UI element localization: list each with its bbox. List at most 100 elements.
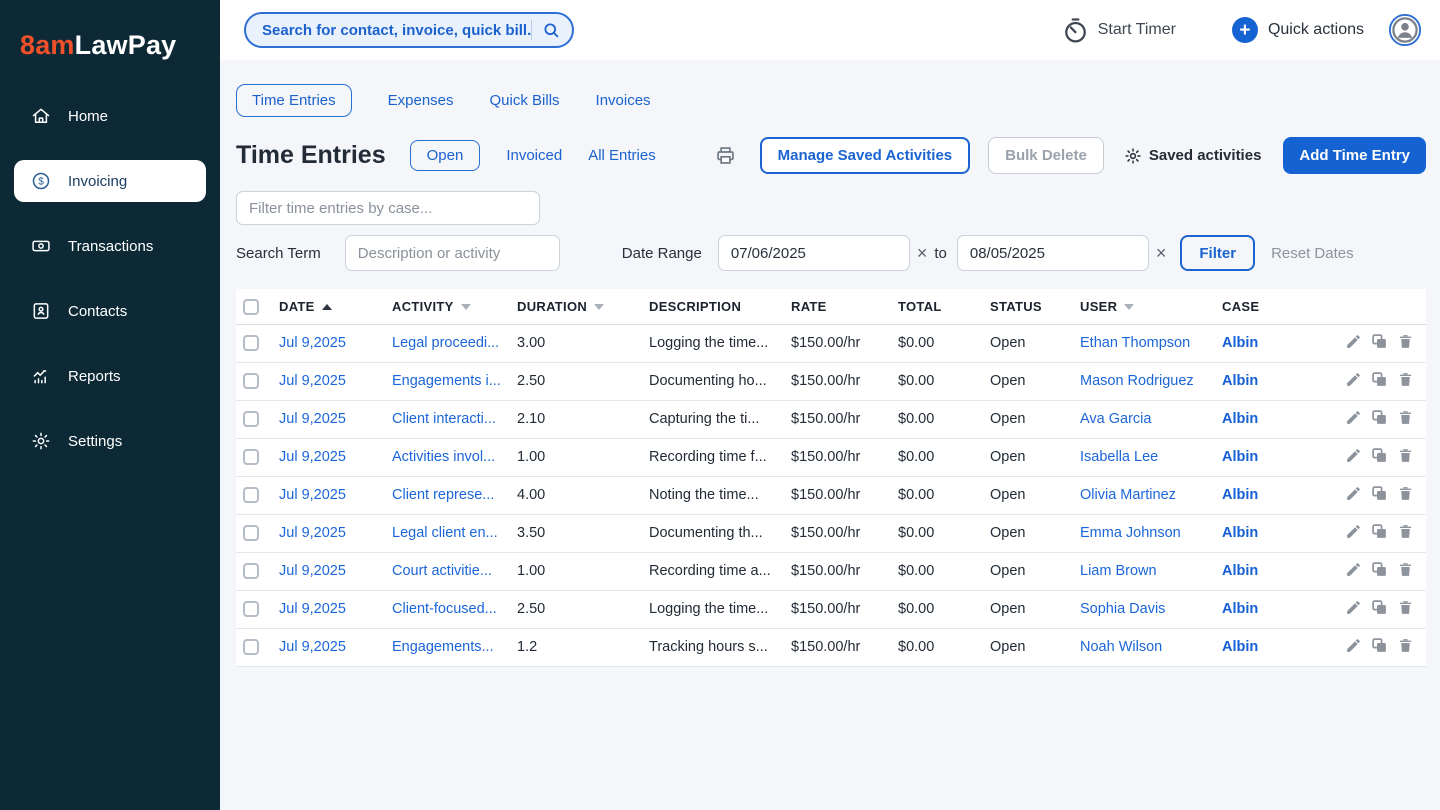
column-header-duration[interactable]: DURATION xyxy=(517,289,649,325)
sidebar-item-contacts[interactable]: Contacts xyxy=(14,290,206,332)
manage-saved-activities-button[interactable]: Manage Saved Activities xyxy=(759,137,971,174)
entry-date-link[interactable]: Jul 9,2025 xyxy=(279,639,346,655)
entry-activity-link[interactable]: Legal proceedi... xyxy=(392,335,500,351)
row-checkbox[interactable] xyxy=(243,601,259,618)
duplicate-icon[interactable] xyxy=(1371,409,1388,426)
view-filter-open[interactable]: Open xyxy=(409,140,481,171)
duplicate-icon[interactable] xyxy=(1371,561,1388,578)
filter-button[interactable]: Filter xyxy=(1180,235,1256,271)
column-header-user[interactable]: USER xyxy=(1080,289,1222,325)
duplicate-icon[interactable] xyxy=(1371,447,1388,464)
row-checkbox[interactable] xyxy=(243,335,259,352)
edit-icon[interactable] xyxy=(1345,409,1362,426)
search-term-input[interactable] xyxy=(344,235,560,271)
entry-case-link[interactable]: Albin xyxy=(1222,487,1259,503)
add-time-entry-button[interactable]: Add Time Entry xyxy=(1283,137,1426,174)
entry-user-link[interactable]: Mason Rodriguez xyxy=(1080,373,1194,389)
date-to-input[interactable] xyxy=(956,235,1149,271)
row-checkbox[interactable] xyxy=(243,373,259,390)
view-filter-invoiced[interactable]: Invoiced xyxy=(506,147,563,164)
row-checkbox[interactable] xyxy=(243,525,259,542)
row-checkbox[interactable] xyxy=(243,639,259,656)
entry-case-link[interactable]: Albin xyxy=(1222,373,1259,389)
delete-icon[interactable] xyxy=(1397,523,1414,540)
entry-activity-link[interactable]: Activities invol... xyxy=(392,449,496,465)
select-all-checkbox[interactable] xyxy=(243,298,259,315)
entry-case-link[interactable]: Albin xyxy=(1222,525,1259,541)
entry-date-link[interactable]: Jul 9,2025 xyxy=(279,525,346,541)
entry-date-link[interactable]: Jul 9,2025 xyxy=(279,563,346,579)
edit-icon[interactable] xyxy=(1345,523,1362,540)
edit-icon[interactable] xyxy=(1345,599,1362,616)
entry-user-link[interactable]: Olivia Martinez xyxy=(1080,487,1176,503)
delete-icon[interactable] xyxy=(1397,637,1414,654)
user-avatar[interactable] xyxy=(1388,13,1422,47)
entry-activity-link[interactable]: Client interacti... xyxy=(392,411,496,427)
reset-dates-button[interactable]: Reset Dates xyxy=(1271,244,1354,262)
entry-date-link[interactable]: Jul 9,2025 xyxy=(279,487,346,503)
entry-date-link[interactable]: Jul 9,2025 xyxy=(279,601,346,617)
saved-activities-button[interactable]: Saved activities xyxy=(1124,147,1261,165)
entry-date-link[interactable]: Jul 9,2025 xyxy=(279,411,346,427)
delete-icon[interactable] xyxy=(1397,333,1414,350)
duplicate-icon[interactable] xyxy=(1371,371,1388,388)
delete-icon[interactable] xyxy=(1397,447,1414,464)
case-filter-input[interactable] xyxy=(236,191,540,225)
delete-icon[interactable] xyxy=(1397,561,1414,578)
row-checkbox[interactable] xyxy=(243,449,259,466)
search-icon[interactable] xyxy=(542,21,560,39)
view-filter-all-entries[interactable]: All Entries xyxy=(588,147,656,164)
start-timer-button[interactable]: Start Timer xyxy=(1062,17,1176,44)
entry-activity-link[interactable]: Legal client en... xyxy=(392,525,498,541)
sidebar-item-settings[interactable]: Settings xyxy=(14,420,206,462)
tab-time-entries[interactable]: Time Entries xyxy=(236,84,352,117)
delete-icon[interactable] xyxy=(1397,371,1414,388)
sidebar-item-invoicing[interactable]: $ Invoicing xyxy=(14,160,206,202)
entry-user-link[interactable]: Isabella Lee xyxy=(1080,449,1159,465)
entry-case-link[interactable]: Albin xyxy=(1222,601,1259,617)
entry-user-link[interactable]: Ethan Thompson xyxy=(1080,335,1191,351)
edit-icon[interactable] xyxy=(1345,637,1362,654)
bulk-delete-button[interactable]: Bulk Delete xyxy=(988,137,1104,174)
entry-case-link[interactable]: Albin xyxy=(1222,449,1259,465)
entry-date-link[interactable]: Jul 9,2025 xyxy=(279,449,346,465)
clear-date-to-icon[interactable]: × xyxy=(1155,243,1167,263)
entry-user-link[interactable]: Noah Wilson xyxy=(1080,639,1163,655)
sidebar-item-transactions[interactable]: Transactions xyxy=(14,225,206,267)
print-icon[interactable] xyxy=(715,145,736,166)
edit-icon[interactable] xyxy=(1345,485,1362,502)
quick-actions-button[interactable]: + Quick actions xyxy=(1231,17,1364,43)
entry-user-link[interactable]: Emma Johnson xyxy=(1080,525,1181,541)
entry-user-link[interactable]: Sophia Davis xyxy=(1080,601,1166,617)
delete-icon[interactable] xyxy=(1397,409,1414,426)
entry-activity-link[interactable]: Engagements... xyxy=(392,639,494,655)
entry-case-link[interactable]: Albin xyxy=(1222,411,1259,427)
tab-quick-bills[interactable]: Quick Bills xyxy=(489,92,560,109)
edit-icon[interactable] xyxy=(1345,333,1362,350)
duplicate-icon[interactable] xyxy=(1371,637,1388,654)
global-search-input[interactable]: Search for contact, invoice, quick bill.… xyxy=(244,12,574,48)
delete-icon[interactable] xyxy=(1397,599,1414,616)
delete-icon[interactable] xyxy=(1397,485,1414,502)
edit-icon[interactable] xyxy=(1345,447,1362,464)
entry-user-link[interactable]: Ava Garcia xyxy=(1080,411,1152,427)
duplicate-icon[interactable] xyxy=(1371,523,1388,540)
tab-expenses[interactable]: Expenses xyxy=(387,92,454,109)
entry-date-link[interactable]: Jul 9,2025 xyxy=(279,373,346,389)
sidebar-item-home[interactable]: Home xyxy=(14,95,206,137)
column-header-date[interactable]: DATE xyxy=(279,289,392,325)
row-checkbox[interactable] xyxy=(243,563,259,580)
duplicate-icon[interactable] xyxy=(1371,333,1388,350)
entry-activity-link[interactable]: Client represe... xyxy=(392,487,495,503)
entry-user-link[interactable]: Liam Brown xyxy=(1080,563,1157,579)
entry-case-link[interactable]: Albin xyxy=(1222,639,1259,655)
row-checkbox[interactable] xyxy=(243,411,259,428)
row-checkbox[interactable] xyxy=(243,487,259,504)
edit-icon[interactable] xyxy=(1345,371,1362,388)
column-header-activity[interactable]: ACTIVITY xyxy=(392,289,517,325)
entry-case-link[interactable]: Albin xyxy=(1222,335,1259,351)
entry-activity-link[interactable]: Engagements i... xyxy=(392,373,501,389)
tab-invoices[interactable]: Invoices xyxy=(595,92,651,109)
clear-date-from-icon[interactable]: × xyxy=(916,243,928,263)
sidebar-item-reports[interactable]: Reports xyxy=(14,355,206,397)
